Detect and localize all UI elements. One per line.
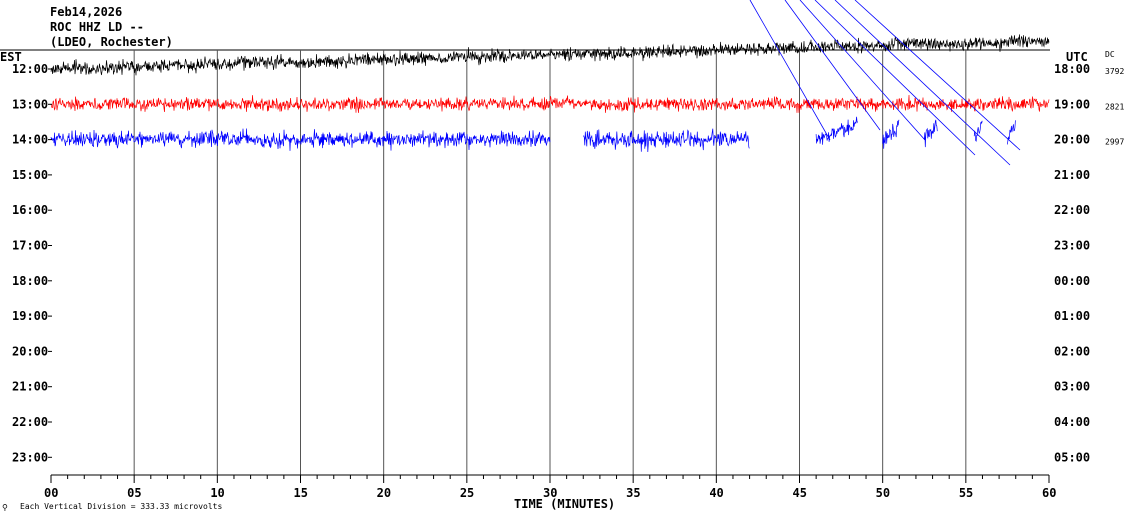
- x-tick-label: 35: [626, 486, 640, 500]
- est-tick-label: 16:00: [12, 203, 48, 217]
- scale-note: Each Vertical Division = 333.33 microvol…: [20, 502, 222, 511]
- x-tick-label: 15: [294, 486, 308, 500]
- est-tick-label: 17:00: [12, 239, 48, 253]
- est-tick-label: 21:00: [12, 380, 48, 394]
- chart-network: (LDEO, Rochester): [50, 35, 173, 49]
- utc-tick-label: 23:00: [1054, 239, 1090, 253]
- trace-row-2-segment-1: [583, 128, 750, 153]
- est-tick-label: 20:00: [12, 344, 48, 358]
- arrival-line-5: [854, 0, 1021, 151]
- utc-tick-label: 04:00: [1054, 415, 1090, 429]
- vertical-grid: [133, 50, 967, 475]
- x-tick-label: 05: [127, 486, 141, 500]
- x-tick-label: 25: [460, 486, 474, 500]
- x-tick-label: 30: [543, 486, 557, 500]
- chart-date: Feb14,2026: [50, 5, 122, 19]
- chart-station: ROC HHZ LD --: [50, 20, 144, 34]
- trace-row-1-segment-0: [50, 94, 1050, 113]
- x-tick-label: 45: [793, 486, 807, 500]
- arrival-line-3: [814, 0, 976, 156]
- trace-row-0-segment-0: [50, 34, 1050, 76]
- trace-row-2-segment-4: [923, 119, 938, 148]
- trace-row-2-segment-3: [882, 119, 900, 149]
- dc-label: DC: [1105, 50, 1115, 59]
- dc-value: 2821: [1105, 102, 1124, 111]
- x-tick-label: 50: [876, 486, 890, 500]
- dc-value: 3792: [1105, 67, 1124, 76]
- arrival-line-0: [749, 0, 831, 141]
- x-tick-label: 20: [377, 486, 391, 500]
- est-tick-label: 19:00: [12, 309, 48, 323]
- trace-row-2-segment-5: [973, 120, 983, 142]
- est-tick-label: 18:00: [12, 274, 48, 288]
- trace-row-2-segment-2: [815, 116, 858, 145]
- dc-values: 3792 2821 2997: [1105, 67, 1124, 147]
- corner-mark: ⚲: [2, 503, 8, 512]
- utc-tick-label: 02:00: [1054, 344, 1090, 358]
- left-time-ticks: 12:00 13:00 14:00 15:00 16:00 17:00 18:00 19:00…: [12, 62, 52, 464]
- est-tick-label: 14:00: [12, 133, 48, 147]
- utc-tick-label: 20:00: [1054, 133, 1090, 147]
- right-time-ticks: 18:00 19:00 20:00 21:00 22:00 23:00 00:00 01:00…: [1054, 62, 1090, 464]
- dc-value: 2997: [1105, 138, 1124, 147]
- utc-tick-label: 18:00: [1054, 62, 1090, 76]
- x-axis: 00 05 10 15 20 25 30 35 40 45 50 55 60: [44, 474, 1056, 500]
- x-tick-label: 10: [210, 486, 224, 500]
- arrival-line-1: [784, 0, 881, 131]
- arrival-lines: [749, 0, 1021, 166]
- x-axis-label: TIME (MINUTES): [514, 497, 615, 511]
- x-tick-label: 55: [959, 486, 973, 500]
- utc-tick-label: 00:00: [1054, 274, 1090, 288]
- est-tick-label: 13:00: [12, 97, 48, 111]
- utc-tick-label: 05:00: [1054, 450, 1090, 464]
- utc-label: UTC: [1066, 50, 1088, 64]
- x-tick-label: 00: [44, 486, 58, 500]
- est-tick-label: 12:00: [12, 62, 48, 76]
- utc-tick-label: 21:00: [1054, 168, 1090, 182]
- est-tick-label: 23:00: [12, 450, 48, 464]
- utc-tick-label: 01:00: [1054, 309, 1090, 323]
- est-tick-label: 15:00: [12, 168, 48, 182]
- arrival-line-4: [834, 0, 1011, 166]
- arrival-line-2: [799, 0, 926, 141]
- trace-row-2-segment-0: [50, 128, 551, 151]
- x-tick-label: 40: [709, 486, 723, 500]
- est-tick-label: 22:00: [12, 415, 48, 429]
- trace-row-2-segment-6: [1007, 120, 1016, 145]
- utc-tick-label: 19:00: [1054, 97, 1090, 111]
- utc-tick-label: 22:00: [1054, 203, 1090, 217]
- est-label: EST: [0, 50, 22, 64]
- traces-group: [50, 34, 1050, 153]
- x-tick-label: 60: [1042, 486, 1056, 500]
- utc-tick-label: 03:00: [1054, 380, 1090, 394]
